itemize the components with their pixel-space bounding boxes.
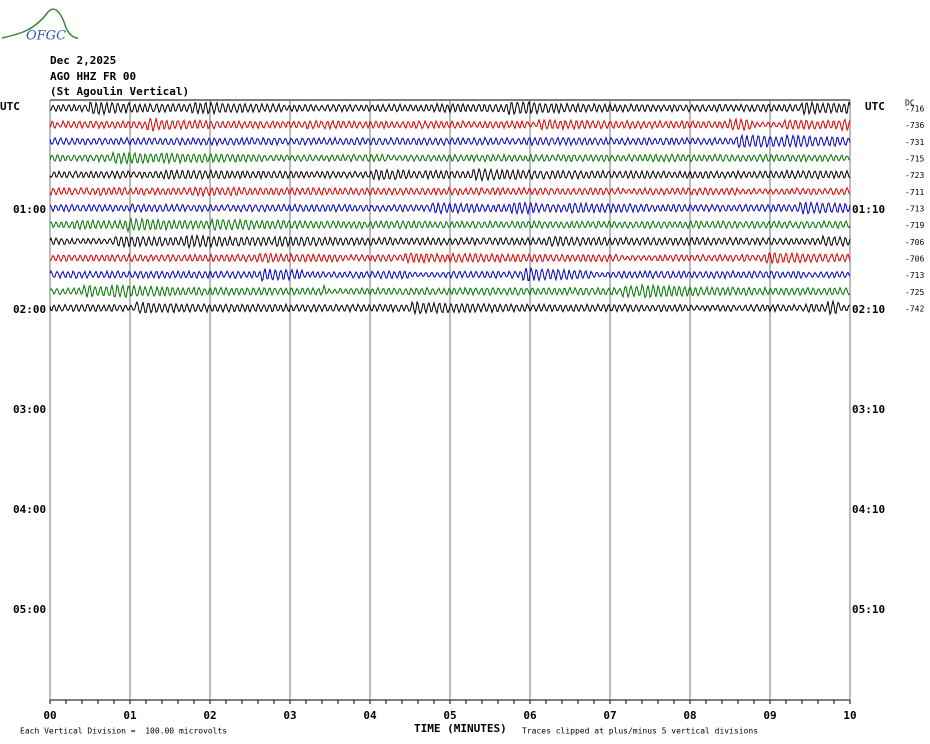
left-time-label: 05:00 bbox=[13, 603, 46, 616]
left-time-label: UTC bbox=[0, 100, 20, 113]
station: AGO HHZ FR 00 bbox=[50, 70, 136, 83]
dc-offset: -715 bbox=[905, 155, 924, 164]
dc-offset: -736 bbox=[905, 121, 924, 130]
trace bbox=[49, 217, 851, 234]
x-tick-label: 00 bbox=[43, 709, 56, 722]
x-tick-label: 07 bbox=[603, 709, 616, 722]
x-tick-label: 04 bbox=[363, 709, 377, 722]
trace bbox=[49, 133, 851, 149]
trace bbox=[49, 283, 851, 299]
left-time-label: 02:00 bbox=[13, 303, 46, 316]
right-time-label: 04:10 bbox=[852, 503, 885, 516]
trace bbox=[49, 233, 851, 250]
trace bbox=[49, 150, 850, 166]
dc-offset: -742 bbox=[905, 305, 924, 314]
x-tick-label: 05 bbox=[443, 709, 456, 722]
right-time-label: 03:10 bbox=[852, 403, 885, 416]
trace bbox=[49, 116, 851, 133]
x-tick-label: 06 bbox=[523, 709, 537, 722]
trace bbox=[49, 200, 851, 216]
dc-offset: -706 bbox=[905, 255, 924, 264]
dc-offset: -711 bbox=[905, 188, 924, 197]
date: Dec 2,2025 bbox=[50, 54, 116, 67]
dc-header: DC bbox=[905, 99, 915, 108]
dc-offset: -713 bbox=[905, 271, 924, 280]
trace bbox=[49, 167, 851, 183]
left-time-label: 01:00 bbox=[13, 203, 46, 216]
dc-offset: -706 bbox=[905, 238, 924, 247]
right-time-label: UTC bbox=[865, 100, 885, 113]
trace bbox=[49, 100, 851, 117]
right-time-label: 02:10 bbox=[852, 303, 885, 316]
trace bbox=[49, 299, 851, 316]
dc-offset: -725 bbox=[905, 288, 924, 297]
dc-offset: -719 bbox=[905, 221, 924, 230]
x-tick-label: 09 bbox=[763, 709, 776, 722]
trace bbox=[49, 251, 851, 265]
x-tick-label: 01 bbox=[123, 709, 137, 722]
logo-curve bbox=[1, 8, 79, 39]
left-time-label: 03:00 bbox=[13, 403, 46, 416]
trace bbox=[49, 266, 851, 283]
right-time-label: 01:10 bbox=[852, 203, 885, 216]
left-time-label: 04:00 bbox=[13, 503, 46, 516]
location: (St Agoulin Vertical) bbox=[50, 85, 189, 98]
axis-title: TIME (MINUTES) bbox=[414, 722, 507, 735]
scale-note: Each Vertical Division = 100.00 microvol… bbox=[20, 727, 227, 736]
dc-offset: -713 bbox=[905, 205, 924, 214]
dc-offset: -716 bbox=[905, 105, 924, 114]
clip-note: Traces clipped at plus/minus 5 vertical … bbox=[522, 727, 758, 736]
trace bbox=[49, 186, 851, 198]
x-tick-label: 03 bbox=[283, 709, 296, 722]
dc-offset: -723 bbox=[905, 171, 924, 180]
logo: OFGC bbox=[26, 29, 66, 44]
x-tick-label: 08 bbox=[683, 709, 696, 722]
x-tick-label: 10 bbox=[843, 709, 856, 722]
dc-offset: -731 bbox=[905, 138, 924, 147]
x-tick-label: 02 bbox=[203, 709, 216, 722]
right-time-label: 05:10 bbox=[852, 603, 885, 616]
